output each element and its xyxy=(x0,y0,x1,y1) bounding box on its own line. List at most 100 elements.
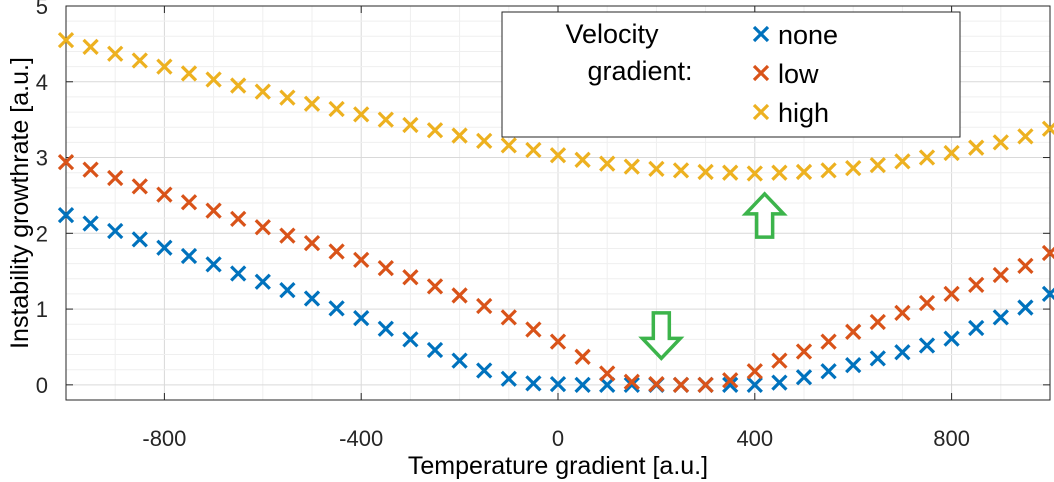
data-point-none xyxy=(549,375,567,393)
data-point-high xyxy=(549,147,567,164)
data-point-none xyxy=(1041,285,1054,303)
data-point-none xyxy=(968,319,985,337)
data-point-none xyxy=(992,309,1009,326)
data-point-none xyxy=(131,231,148,248)
data-point-none xyxy=(451,352,468,369)
data-point-low xyxy=(426,278,444,295)
data-point-none xyxy=(254,273,271,290)
data-point-high xyxy=(1017,128,1034,145)
data-point-high xyxy=(894,153,911,170)
data-point-high xyxy=(795,163,813,181)
data-point-none xyxy=(500,370,517,387)
data-point-high xyxy=(574,151,591,168)
data-point-low xyxy=(82,161,99,178)
data-point-none xyxy=(303,290,321,307)
data-point-low xyxy=(57,153,75,171)
data-point-high xyxy=(303,95,321,112)
data-point-low xyxy=(746,363,763,380)
data-point-high xyxy=(968,139,985,156)
annotations xyxy=(638,191,788,361)
data-point-low xyxy=(131,178,148,195)
data-point-high xyxy=(697,163,714,181)
data-point-none xyxy=(722,376,739,393)
data-point-low xyxy=(402,269,419,286)
data-point-low xyxy=(697,376,714,393)
data-point-high xyxy=(279,89,296,106)
data-point-low xyxy=(869,313,886,331)
data-point-high xyxy=(426,122,444,139)
data-point-low xyxy=(918,294,936,312)
data-point-none xyxy=(820,363,837,380)
data-point-none xyxy=(795,369,813,386)
data-point-high xyxy=(205,71,222,88)
data-point-none xyxy=(377,320,394,337)
x-tick-label: -800 xyxy=(142,426,186,451)
data-point-none xyxy=(205,256,222,273)
data-point-low xyxy=(599,365,616,382)
legend-label-high: high xyxy=(778,98,829,128)
data-point-high xyxy=(476,132,493,150)
data-point-high xyxy=(525,141,542,159)
legend-label-low: low xyxy=(778,59,819,89)
data-point-none xyxy=(1017,299,1034,316)
data-point-low xyxy=(156,186,173,203)
data-point-low xyxy=(623,373,640,390)
legend-title-line2: gradient: xyxy=(587,56,692,86)
data-point-low xyxy=(968,276,985,293)
data-point-high xyxy=(156,58,173,75)
data-point-low xyxy=(771,352,788,369)
data-point-low xyxy=(795,343,813,360)
data-point-none xyxy=(353,310,370,327)
x-tick-label: 400 xyxy=(736,426,773,451)
data-point-high xyxy=(672,162,690,179)
data-point-none xyxy=(107,222,124,240)
data-point-high xyxy=(230,77,247,94)
x-axis-label: Temperature gradient [a.u.] xyxy=(408,452,708,480)
data-point-low xyxy=(476,297,493,315)
data-point-low xyxy=(1017,257,1034,275)
axis-ticks: -800 -400 0 400 800 0 1 2 3 4 5 xyxy=(36,0,1050,451)
data-point-none xyxy=(869,350,886,367)
data-point-none xyxy=(230,265,247,282)
data-point-none xyxy=(426,341,444,359)
data-point-low xyxy=(107,169,124,187)
data-point-none xyxy=(279,282,296,299)
data-point-low xyxy=(943,285,960,303)
data-point-low xyxy=(574,348,591,365)
legend-marker-none xyxy=(752,25,770,43)
data-point-high xyxy=(377,111,394,128)
data-point-none xyxy=(894,344,911,361)
data-point-low xyxy=(722,372,739,389)
x-tick-label: 800 xyxy=(933,426,970,451)
data-point-low xyxy=(328,243,345,260)
data-point-high xyxy=(500,137,517,154)
green-arrow-down-icon xyxy=(638,311,685,361)
data-point-none xyxy=(845,357,862,374)
data-point-none xyxy=(623,376,640,393)
data-point-low xyxy=(451,287,468,304)
y-tick-label: 5 xyxy=(36,0,48,19)
legend-entry-high: high xyxy=(752,98,829,128)
data-point-low xyxy=(230,210,247,228)
data-point-high xyxy=(353,106,370,123)
data-point-high xyxy=(771,164,788,181)
data-point-high xyxy=(328,100,345,118)
data-point-low xyxy=(845,323,862,340)
legend-entries: none low high xyxy=(752,20,838,128)
data-point-none xyxy=(574,376,591,393)
data-point-none xyxy=(156,239,173,256)
data-point-none xyxy=(918,337,936,354)
legend-marker-high xyxy=(752,103,770,121)
data-point-low xyxy=(500,309,517,326)
data-point-none xyxy=(943,330,960,347)
legend-entry-low: low xyxy=(752,59,819,89)
data-point-low xyxy=(820,333,837,350)
data-point-low xyxy=(648,375,665,393)
data-point-high xyxy=(254,83,271,100)
data-point-high xyxy=(131,52,148,69)
data-point-none xyxy=(82,215,99,232)
x-tick-label: -400 xyxy=(339,426,383,451)
data-point-low xyxy=(254,219,271,236)
data-point-low xyxy=(894,304,911,321)
series-low xyxy=(57,153,1054,393)
